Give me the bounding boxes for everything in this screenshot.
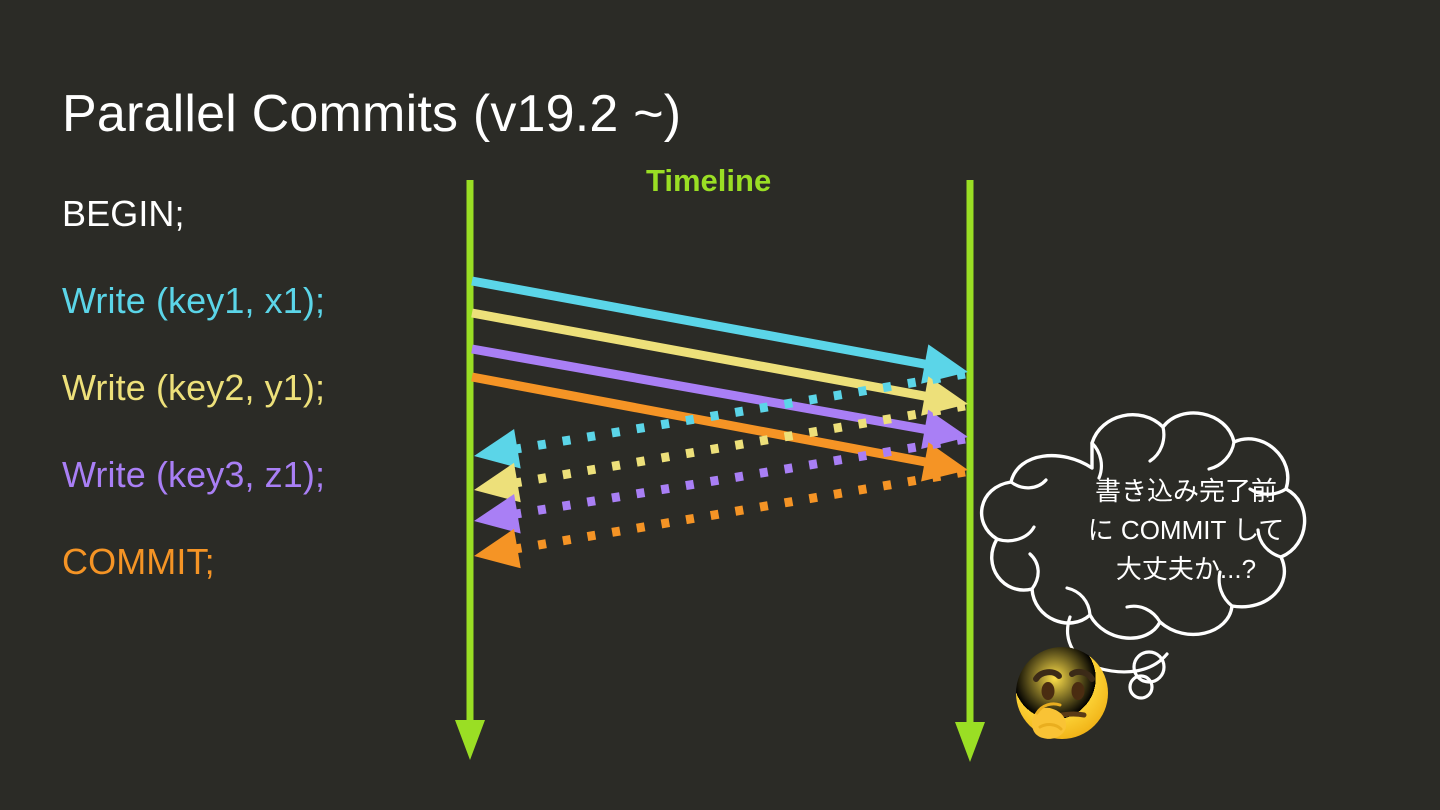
commit-ack <box>474 467 966 569</box>
write-key2-ack <box>474 401 966 503</box>
right-timeline-axis <box>955 180 985 762</box>
sql-line-write-key3: Write (key3, z1); <box>62 454 326 495</box>
thought-bubble-dot-large <box>1132 650 1166 684</box>
sql-line-write-key2: Write (key2, y1); <box>62 367 326 408</box>
write-key1-ack-arrowhead <box>474 429 521 469</box>
write-key2-request-shaft <box>471 308 932 402</box>
page-title: Parallel Commits (v19.2 ~) <box>62 85 682 143</box>
write-key3-ack-arrowhead <box>474 494 521 534</box>
request-arrow-group <box>471 276 968 482</box>
write-key3-request <box>471 344 968 450</box>
write-key1-ack-shaft <box>510 369 966 455</box>
write-key2-ack-shaft <box>510 401 966 489</box>
sql-line-commit: COMMIT; <box>62 541 215 582</box>
left-timeline-axis-arrowhead <box>455 720 485 760</box>
ack-arrow-group <box>474 369 966 569</box>
write-key2-ack-arrowhead <box>474 462 521 503</box>
write-key1-request-arrowhead <box>921 344 968 384</box>
commit-ack-shaft <box>510 467 966 555</box>
write-key1-request-shaft <box>471 276 932 370</box>
right-timeline-axis-arrowhead <box>955 722 985 762</box>
thought-bubble-dot-small <box>1128 674 1154 700</box>
write-key1-ack <box>474 369 966 469</box>
thinking-face-svg <box>1016 647 1108 739</box>
write-key3-request-shaft <box>471 344 932 435</box>
commit-request-shaft <box>471 372 932 468</box>
sql-line-begin: BEGIN; <box>62 193 185 234</box>
write-key3-ack <box>474 434 966 534</box>
write-key2-request <box>471 308 968 416</box>
write-key3-request-arrowhead <box>921 409 968 450</box>
thought-bubble-text: 書き込み完了前 に COMMIT して 大丈夫か...? <box>1087 476 1285 584</box>
write-key2-request-arrowhead <box>921 376 968 416</box>
timeline-label: Timeline <box>646 163 772 198</box>
sql-statement-list: BEGIN; Write (key1, x1); Write (key2, y1);… <box>62 196 462 631</box>
thinking-face-icon <box>1006 641 1118 753</box>
write-key3-ack-shaft <box>510 434 966 520</box>
timeline-axes <box>455 180 985 762</box>
commit-ack-arrowhead <box>474 528 521 569</box>
sql-line-write-key1: Write (key1, x1); <box>62 280 326 321</box>
write-key1-request <box>471 276 968 384</box>
commit-request-arrowhead <box>921 442 968 482</box>
commit-request <box>471 372 968 482</box>
